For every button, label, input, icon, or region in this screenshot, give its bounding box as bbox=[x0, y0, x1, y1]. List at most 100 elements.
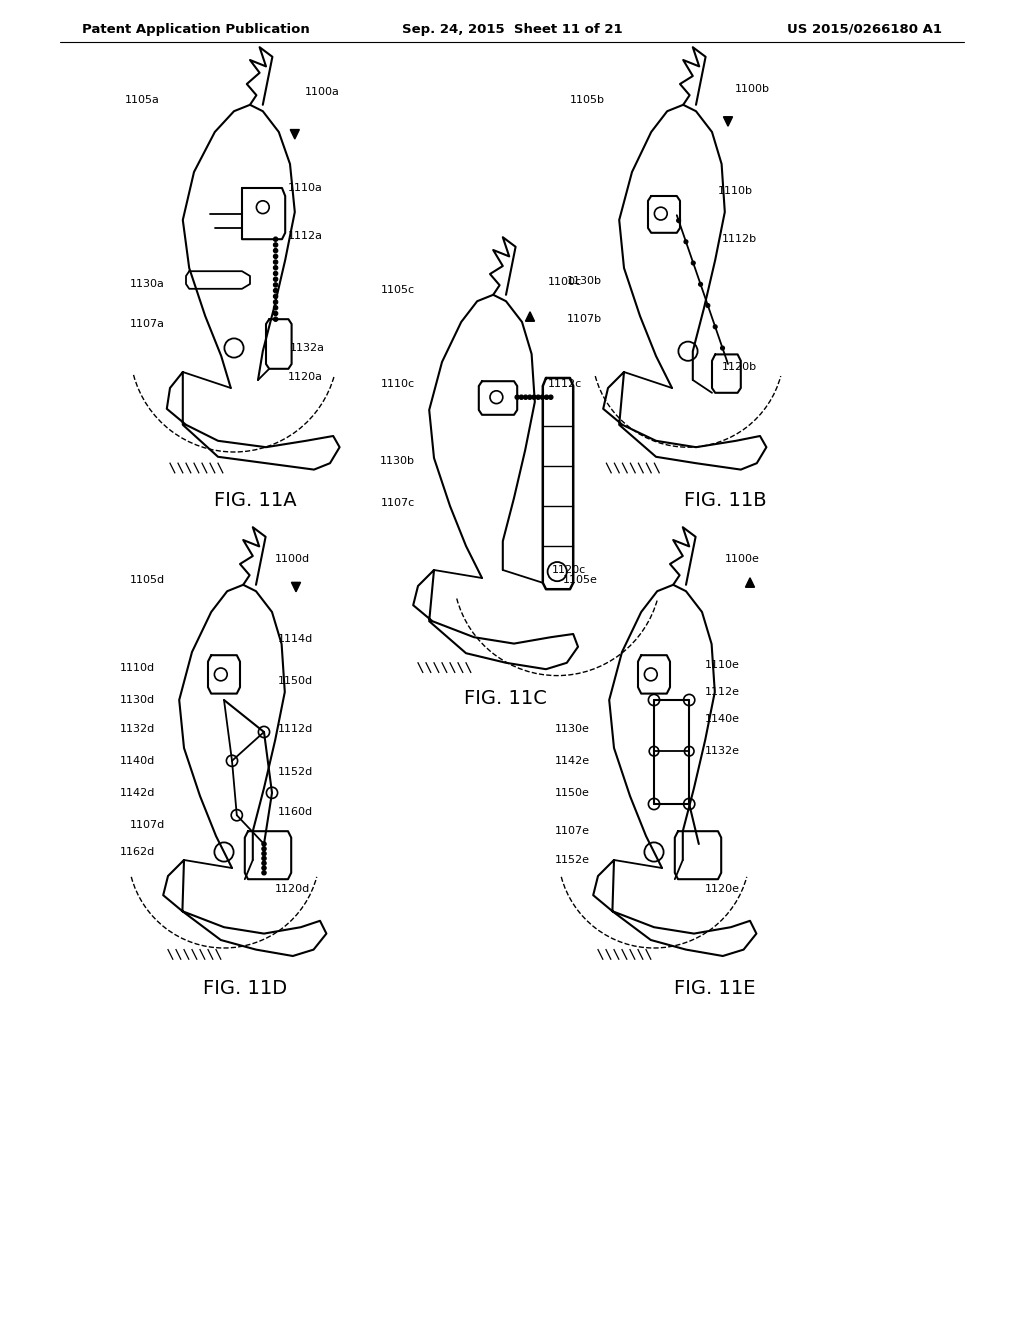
Text: 1107e: 1107e bbox=[555, 826, 590, 836]
Circle shape bbox=[698, 282, 702, 286]
Circle shape bbox=[273, 305, 278, 310]
Text: 1112a: 1112a bbox=[288, 231, 323, 242]
Circle shape bbox=[262, 861, 266, 866]
Text: FIG. 11A: FIG. 11A bbox=[214, 491, 296, 510]
Circle shape bbox=[536, 395, 541, 400]
Text: 1105e: 1105e bbox=[563, 576, 598, 585]
Text: 1112d: 1112d bbox=[278, 723, 313, 734]
Text: 1152e: 1152e bbox=[555, 855, 590, 865]
Text: 1110c: 1110c bbox=[381, 379, 415, 389]
Text: 1150e: 1150e bbox=[555, 788, 590, 797]
Circle shape bbox=[273, 255, 278, 259]
Text: 1120d: 1120d bbox=[275, 884, 310, 894]
Circle shape bbox=[545, 395, 549, 400]
Text: 1114d: 1114d bbox=[278, 634, 313, 644]
Circle shape bbox=[273, 243, 278, 247]
Text: 1105b: 1105b bbox=[570, 95, 605, 106]
Text: 1142e: 1142e bbox=[555, 756, 590, 766]
Text: 1112c: 1112c bbox=[548, 379, 583, 389]
Circle shape bbox=[273, 260, 278, 264]
Circle shape bbox=[273, 238, 278, 242]
Circle shape bbox=[549, 395, 553, 400]
Circle shape bbox=[721, 346, 725, 350]
Text: Sep. 24, 2015  Sheet 11 of 21: Sep. 24, 2015 Sheet 11 of 21 bbox=[401, 22, 623, 36]
Circle shape bbox=[541, 395, 545, 400]
Text: FIG. 11E: FIG. 11E bbox=[674, 978, 756, 998]
Circle shape bbox=[273, 265, 278, 271]
Text: 1132a: 1132a bbox=[290, 343, 325, 352]
Text: 1142d: 1142d bbox=[120, 788, 155, 797]
Text: 1107b: 1107b bbox=[567, 314, 602, 325]
Circle shape bbox=[262, 857, 266, 861]
Text: 1132e: 1132e bbox=[705, 746, 740, 756]
Text: 1110e: 1110e bbox=[705, 660, 740, 669]
Circle shape bbox=[273, 277, 278, 281]
Polygon shape bbox=[292, 582, 301, 591]
Text: 1120a: 1120a bbox=[288, 372, 323, 381]
Circle shape bbox=[262, 842, 266, 846]
Text: 1100e: 1100e bbox=[725, 554, 760, 564]
Circle shape bbox=[684, 240, 688, 244]
Circle shape bbox=[262, 851, 266, 855]
Text: 1112b: 1112b bbox=[722, 234, 757, 244]
Text: Patent Application Publication: Patent Application Publication bbox=[82, 22, 309, 36]
Circle shape bbox=[273, 272, 278, 276]
Text: US 2015/0266180 A1: US 2015/0266180 A1 bbox=[787, 22, 942, 36]
Text: 1160d: 1160d bbox=[278, 807, 313, 817]
Text: 1105d: 1105d bbox=[130, 576, 165, 585]
Circle shape bbox=[273, 300, 278, 304]
Text: 1140d: 1140d bbox=[120, 756, 155, 766]
Text: 1105a: 1105a bbox=[125, 95, 160, 106]
Text: 1120b: 1120b bbox=[722, 362, 757, 372]
Text: 1100c: 1100c bbox=[548, 277, 582, 286]
Text: 1162d: 1162d bbox=[120, 847, 155, 857]
Circle shape bbox=[691, 261, 695, 265]
Circle shape bbox=[527, 395, 532, 400]
Polygon shape bbox=[290, 129, 299, 139]
Circle shape bbox=[677, 219, 681, 223]
Circle shape bbox=[515, 395, 519, 400]
Text: 1110d: 1110d bbox=[120, 663, 155, 673]
Text: 1100b: 1100b bbox=[735, 83, 770, 94]
Text: 1132d: 1132d bbox=[120, 723, 155, 734]
Text: FIG. 11D: FIG. 11D bbox=[203, 978, 287, 998]
Circle shape bbox=[706, 304, 710, 308]
Text: 1150d: 1150d bbox=[278, 676, 313, 686]
Text: 1120c: 1120c bbox=[552, 565, 587, 576]
Text: 1107d: 1107d bbox=[130, 820, 165, 830]
Text: 1112e: 1112e bbox=[705, 686, 740, 697]
Circle shape bbox=[273, 317, 278, 321]
Text: 1110b: 1110b bbox=[718, 186, 753, 197]
Text: 1110a: 1110a bbox=[288, 183, 323, 193]
Text: 1152d: 1152d bbox=[278, 767, 313, 777]
Circle shape bbox=[273, 312, 278, 315]
Circle shape bbox=[713, 325, 717, 329]
Text: 1105c: 1105c bbox=[381, 285, 415, 294]
Circle shape bbox=[262, 866, 266, 870]
Circle shape bbox=[273, 248, 278, 253]
Text: 1100a: 1100a bbox=[305, 87, 340, 96]
Circle shape bbox=[262, 846, 266, 851]
Polygon shape bbox=[525, 312, 535, 321]
Circle shape bbox=[523, 395, 527, 400]
Polygon shape bbox=[723, 116, 732, 127]
Text: 1130a: 1130a bbox=[130, 279, 165, 289]
Text: FIG. 11C: FIG. 11C bbox=[464, 689, 547, 708]
Text: 1120e: 1120e bbox=[705, 884, 740, 894]
Circle shape bbox=[262, 871, 266, 875]
Circle shape bbox=[273, 294, 278, 298]
Circle shape bbox=[273, 282, 278, 288]
Circle shape bbox=[273, 289, 278, 293]
Text: 1130e: 1130e bbox=[555, 723, 590, 734]
Text: 1107a: 1107a bbox=[130, 319, 165, 329]
Text: 1130b: 1130b bbox=[380, 457, 415, 466]
Text: 1107c: 1107c bbox=[381, 498, 415, 508]
Text: 1140e: 1140e bbox=[705, 714, 740, 725]
Circle shape bbox=[531, 395, 537, 400]
Text: 1130d: 1130d bbox=[120, 696, 155, 705]
Text: FIG. 11B: FIG. 11B bbox=[684, 491, 766, 510]
Text: 1130b: 1130b bbox=[567, 276, 602, 286]
Circle shape bbox=[519, 395, 523, 400]
Polygon shape bbox=[745, 578, 755, 587]
Text: 1100d: 1100d bbox=[275, 554, 310, 564]
